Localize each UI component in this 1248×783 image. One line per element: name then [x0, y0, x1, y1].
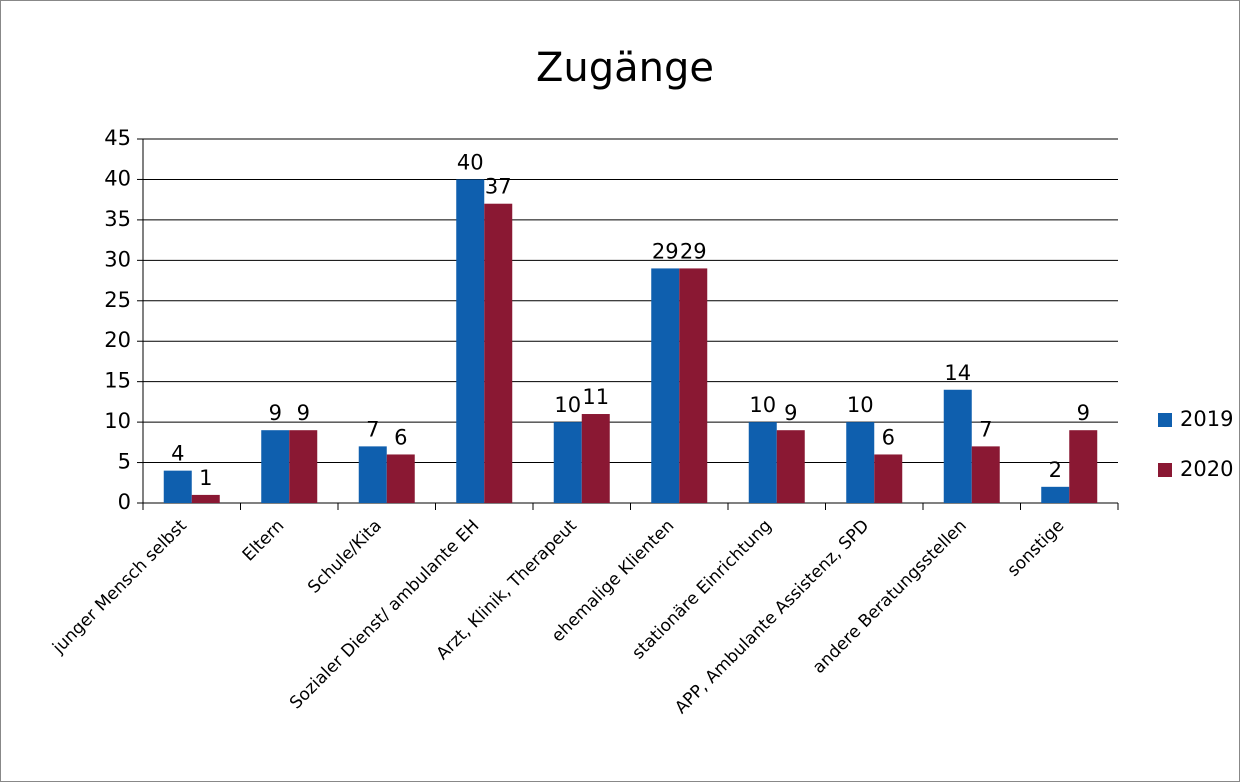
y-tick-label: 30 [104, 247, 131, 271]
chart-title: Zugänge [536, 45, 714, 91]
y-tick-label: 0 [118, 490, 131, 514]
bar [651, 268, 680, 503]
y-tick-label: 40 [104, 166, 131, 190]
bar [679, 268, 708, 503]
value-label: 1 [199, 466, 212, 490]
value-label: 10 [554, 393, 581, 417]
value-label: 10 [749, 393, 776, 417]
bar [289, 430, 318, 503]
bar [456, 179, 485, 503]
legend-swatch [1158, 463, 1172, 477]
value-label: 29 [680, 239, 707, 263]
bar [874, 454, 903, 503]
bar [358, 446, 387, 503]
y-tick-label: 10 [104, 409, 131, 433]
y-tick-label: 45 [104, 126, 131, 150]
legend-label: 2019 [1180, 407, 1233, 431]
value-label: 7 [979, 417, 992, 441]
value-label: 9 [1077, 401, 1090, 425]
bar [191, 494, 220, 503]
legend-label: 2020 [1180, 457, 1233, 481]
value-label: 9 [269, 401, 282, 425]
value-label: 14 [944, 361, 971, 385]
bar [1069, 430, 1098, 503]
y-tick-label: 5 [118, 450, 131, 474]
bar [553, 422, 582, 503]
value-label: 6 [882, 425, 895, 449]
bar [846, 422, 875, 503]
value-label: 29 [652, 239, 679, 263]
y-tick-label: 20 [104, 328, 131, 352]
value-label: 7 [366, 417, 379, 441]
y-tick-label: 15 [104, 369, 131, 393]
value-label: 40 [457, 150, 484, 174]
bar [163, 470, 192, 503]
bar [1041, 486, 1070, 503]
value-label: 4 [171, 442, 184, 466]
value-label: 37 [485, 175, 512, 199]
value-label: 6 [394, 425, 407, 449]
value-label: 10 [847, 393, 874, 417]
legend-swatch [1158, 413, 1172, 427]
value-label: 2 [1049, 458, 1062, 482]
bar [943, 389, 972, 503]
bar [261, 430, 290, 503]
y-tick-label: 35 [104, 207, 131, 231]
bar [581, 414, 610, 503]
value-label: 9 [784, 401, 797, 425]
y-tick-label: 25 [104, 288, 131, 312]
value-label: 9 [297, 401, 310, 425]
bar [776, 430, 805, 503]
value-label: 11 [582, 385, 609, 409]
bar [484, 203, 513, 503]
bar [386, 454, 415, 503]
bar [971, 446, 1000, 503]
bar [748, 422, 777, 503]
